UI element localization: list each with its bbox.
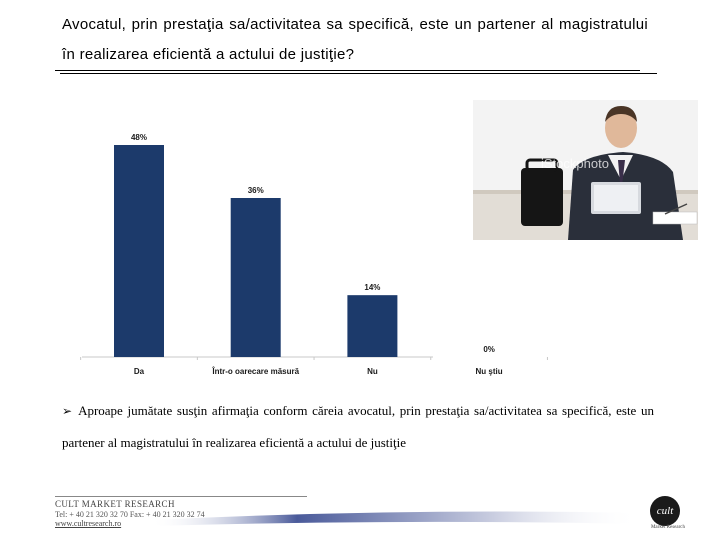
bar-value-label-1: 36% (248, 186, 264, 195)
footer-swoosh-decoration (150, 511, 640, 526)
footer-rule (55, 496, 307, 497)
category-label-0: Da (134, 367, 145, 376)
slide-title: Avocatul, prin prestaţia sa/activitatea … (62, 16, 648, 63)
website-link[interactable]: www.cultresearch.ro (55, 519, 122, 528)
logo-caption: Market Research (650, 525, 685, 530)
company-name: CULT MARKET RESEARCH (55, 499, 175, 509)
summary-note: ➢ Aproape jumătate susţin afirmaţia confo… (62, 395, 654, 458)
category-label-3: Nu ştiu (476, 367, 503, 376)
photo-watermark: iStockphoto (541, 156, 609, 171)
businessman-photo: iStockphoto (473, 100, 698, 240)
footer-contact: CULT MARKET RESEARCH Tel: + 40 21 320 32… (55, 499, 205, 529)
bar-chart: 48% Da 36% Într-o oarecare măsură 14% Nu 0% Nu … (80, 133, 548, 376)
bar-value-label-0: 48% (131, 133, 147, 142)
summary-text: Aproape jumătate susţin afirmaţia confor… (62, 403, 654, 450)
bar-0 (114, 145, 164, 357)
category-label-1: Într-o oarecare măsură (211, 367, 299, 376)
title-rule-top (55, 70, 640, 71)
category-label-2: Nu (367, 367, 378, 376)
contact-line: Tel: + 40 21 320 32 70 Fax: + 40 21 320 … (55, 509, 205, 519)
cult-logo: cult (650, 496, 680, 526)
arrow-bullet-icon: ➢ (62, 404, 73, 418)
bar-value-label-3: 0% (483, 345, 495, 354)
bar-2 (347, 295, 398, 357)
title-rule-bottom (60, 73, 657, 74)
bar-value-label-2: 14% (364, 283, 380, 292)
bar-1 (230, 198, 281, 357)
